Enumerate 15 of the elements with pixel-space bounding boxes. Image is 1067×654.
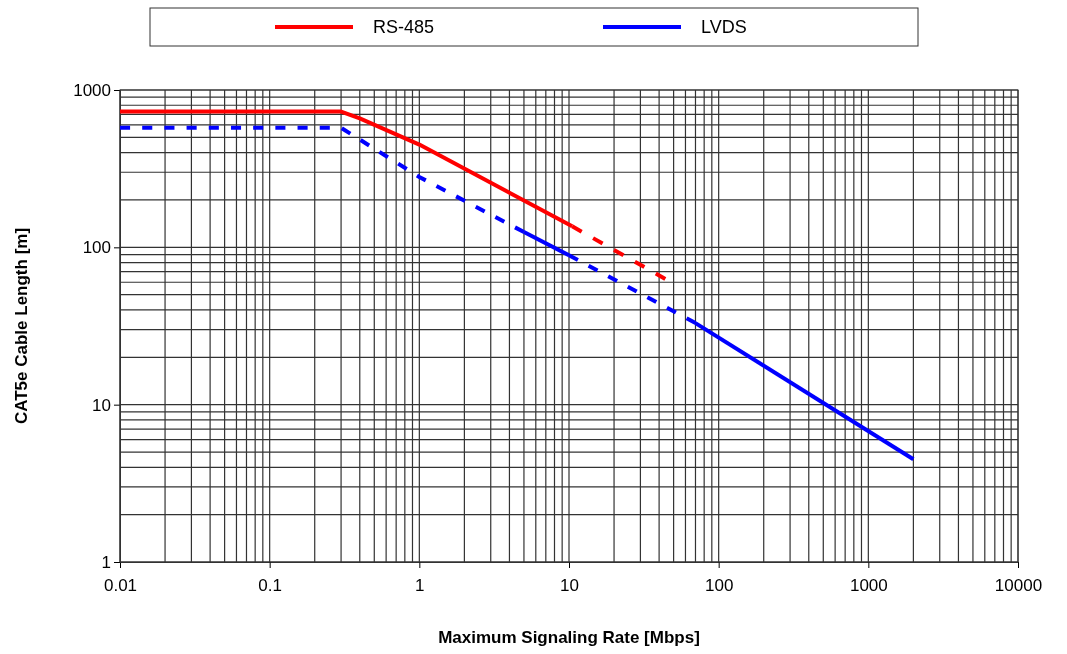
x-tick-label: 1 bbox=[415, 576, 425, 596]
x-tick-label: 1000 bbox=[849, 576, 888, 596]
y-tick-label: 100 bbox=[82, 238, 111, 258]
y-tick-label: 1000 bbox=[73, 80, 111, 100]
legend-label: LVDS bbox=[701, 17, 747, 37]
x-tick-label: 10000 bbox=[994, 576, 1043, 596]
legend-label: RS-485 bbox=[373, 17, 435, 37]
x-axis-title: Maximum Signaling Rate [Mbps] bbox=[438, 628, 700, 647]
x-tick-label: 0.1 bbox=[258, 576, 282, 596]
y-tick-label: 10 bbox=[92, 395, 111, 415]
y-axis-title: CAT5e Cable Length [m] bbox=[12, 227, 31, 425]
x-tick-label: 0.01 bbox=[103, 576, 138, 596]
x-tick-label: 10 bbox=[560, 576, 579, 596]
y-tick-label: 1 bbox=[101, 552, 111, 572]
x-tick-label: 100 bbox=[704, 576, 734, 596]
